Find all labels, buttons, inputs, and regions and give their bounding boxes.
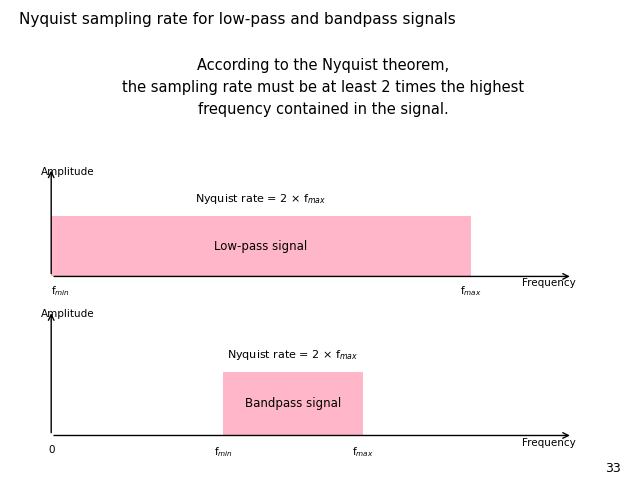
Text: 0: 0	[48, 445, 54, 455]
Text: Amplitude: Amplitude	[40, 309, 94, 319]
Text: f$_{min}$: f$_{min}$	[51, 285, 70, 299]
Bar	[223, 372, 363, 435]
Text: Amplitude: Amplitude	[40, 167, 94, 177]
Text: Nyquist rate = 2 × f$_{max}$: Nyquist rate = 2 × f$_{max}$	[227, 348, 359, 362]
Text: Bandpass signal: Bandpass signal	[245, 397, 341, 410]
Text: Nyquist sampling rate for low-pass and bandpass signals: Nyquist sampling rate for low-pass and b…	[19, 12, 456, 27]
Text: f$_{min}$: f$_{min}$	[214, 445, 233, 458]
Text: Frequency: Frequency	[522, 278, 575, 288]
Text: Frequency: Frequency	[522, 438, 575, 448]
Text: According to the Nyquist theorem,
the sampling rate must be at least 2 times the: According to the Nyquist theorem, the sa…	[122, 58, 524, 117]
Text: Nyquist rate = 2 × f$_{max}$: Nyquist rate = 2 × f$_{max}$	[195, 192, 326, 206]
Text: f$_{max}$: f$_{max}$	[460, 285, 481, 299]
Text: 33: 33	[605, 462, 621, 475]
Text: f$_{max}$: f$_{max}$	[352, 445, 374, 458]
Text: Low-pass signal: Low-pass signal	[214, 240, 307, 253]
Bar	[51, 216, 470, 276]
